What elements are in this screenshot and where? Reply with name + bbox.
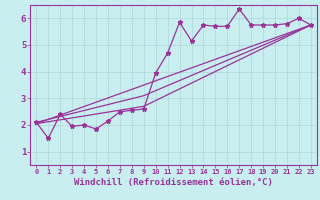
X-axis label: Windchill (Refroidissement éolien,°C): Windchill (Refroidissement éolien,°C): [74, 178, 273, 187]
